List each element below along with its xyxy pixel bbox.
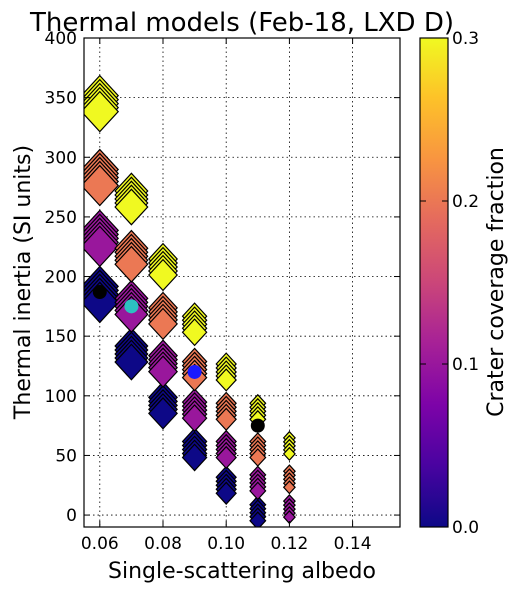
model-diamond [215, 368, 237, 392]
model-diamond [249, 481, 267, 501]
model-diamond [181, 318, 208, 347]
colorbar-label: Crater coverage fraction [484, 147, 509, 417]
plot-axes: 0.06 0.08 0.10 0.12 0.14 0 50 100 150 200 250 300 35… [45, 29, 401, 554]
model-marker [215, 465, 237, 505]
colorbar-tick-label: 0.0 [452, 518, 479, 538]
data-markers [84, 74, 296, 527]
model-marker [249, 495, 267, 527]
model-diamond [84, 281, 120, 324]
model-diamond [215, 407, 237, 431]
model-diamond [148, 307, 178, 341]
y-tick-label: 50 [55, 446, 77, 466]
y-tick-label: 200 [45, 268, 77, 288]
model-diamond [148, 258, 178, 292]
model-diamond [181, 443, 208, 472]
model-diamond [249, 448, 267, 467]
highlighted-point [250, 418, 265, 433]
model-marker [84, 209, 120, 268]
model-marker [181, 388, 208, 433]
model-marker [148, 242, 178, 292]
y-tick-label: 100 [45, 387, 77, 407]
model-marker [148, 291, 178, 341]
x-tick-label: 0.14 [334, 534, 372, 554]
model-marker [114, 327, 149, 381]
model-marker [84, 148, 120, 207]
x-tick-label: 0.08 [144, 534, 182, 554]
y-axis-label: Thermal inertia (SI units) [11, 145, 36, 420]
y-tick-label: 300 [45, 148, 77, 168]
x-axis-label: Single-scattering albedo [108, 559, 376, 584]
model-marker [114, 172, 149, 226]
model-diamond [282, 480, 296, 495]
y-tick-label: 400 [45, 29, 77, 49]
y-tick-label: 350 [45, 89, 77, 109]
model-diamond [249, 511, 267, 527]
model-diamond [114, 245, 149, 283]
model-marker [148, 381, 178, 430]
model-marker [249, 465, 267, 501]
model-marker [181, 427, 208, 472]
plot-frame [83, 37, 401, 528]
y-tick-label: 0 [66, 506, 77, 526]
highlighted-point [124, 299, 139, 314]
highlighted-point [92, 285, 107, 300]
model-marker [282, 464, 296, 495]
colorbar-tick-label: 0.3 [452, 29, 479, 49]
model-diamond [84, 164, 120, 207]
model-diamond [215, 481, 237, 505]
colorbar-tick-label: 0.2 [452, 192, 479, 212]
y-tick-label: 250 [45, 208, 77, 228]
model-marker [249, 432, 267, 467]
highlighted-point [187, 364, 202, 379]
model-diamond [181, 404, 208, 433]
colorbar-gradient [419, 37, 449, 528]
model-diamond [114, 343, 149, 381]
x-tick-label: 0.10 [207, 534, 245, 554]
y-tick-label: 150 [45, 327, 77, 347]
colorbar: 0.0 0.1 0.2 0.3 [419, 29, 479, 538]
model-diamond [114, 295, 149, 333]
x-tick-label: 0.06 [81, 534, 119, 554]
model-marker [84, 74, 120, 133]
model-marker [282, 494, 296, 525]
chart-title: Thermal models (Feb-18, LXD D) [29, 8, 454, 38]
model-diamond [114, 188, 149, 226]
model-marker [215, 352, 237, 392]
model-diamond [148, 397, 178, 430]
colorbar-tick-label: 0.1 [452, 355, 479, 375]
model-diamond [148, 355, 178, 388]
model-marker [282, 430, 296, 461]
model-marker [215, 391, 237, 431]
model-diamond [282, 446, 296, 461]
model-diamond [215, 445, 237, 470]
model-marker [114, 229, 149, 283]
model-marker [215, 429, 237, 470]
model-diamond [84, 225, 120, 268]
model-diamond [84, 90, 120, 133]
model-marker [181, 302, 208, 347]
x-tick-label: 0.12 [270, 534, 308, 554]
model-marker [148, 339, 178, 388]
